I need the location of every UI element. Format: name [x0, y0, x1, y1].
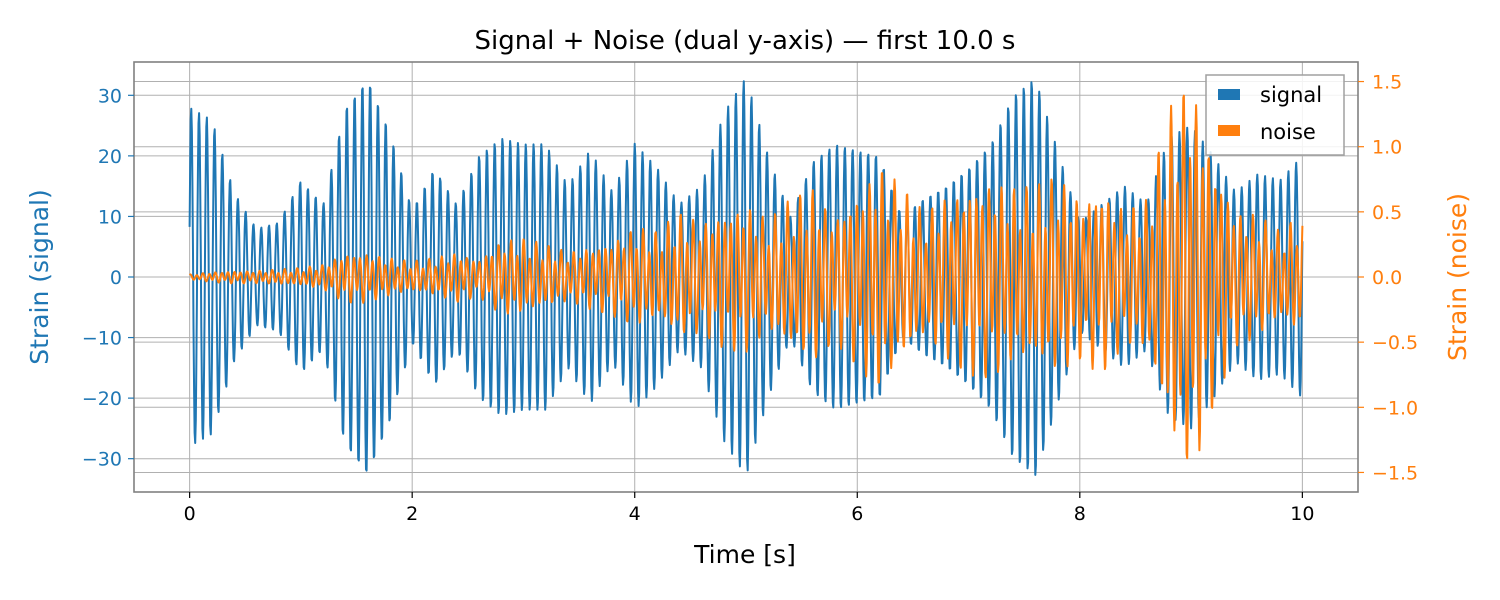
legend-label-noise: noise [1260, 120, 1316, 144]
y-left-tick-label: 10 [98, 206, 122, 228]
y-left-tick-label: 20 [98, 146, 122, 168]
x-axis-title: Time [s] [693, 540, 796, 569]
chart-title: Signal + Noise (dual y-axis) — first 10.… [475, 26, 1016, 56]
x-tick-label: 0 [184, 503, 196, 525]
y-right-tick-label: 0.5 [1372, 202, 1402, 224]
y-left-tick-label: −10 [82, 328, 122, 350]
y-axis-right-title: Strain (noise) [1443, 193, 1472, 361]
y-axis-left-title: Strain (signal) [25, 189, 54, 364]
y-left-tick-label: 30 [98, 85, 122, 107]
series-layer [188, 80, 1304, 476]
legend-swatch-signal [1218, 89, 1240, 100]
y-left-tick-label: −20 [82, 388, 122, 410]
series-noise-line [188, 94, 1304, 460]
legend-swatch-noise [1218, 125, 1240, 136]
x-tick-label: 6 [851, 503, 863, 525]
y-right-tick-label: 1.5 [1372, 72, 1402, 94]
legend: signal noise [1205, 74, 1345, 156]
legend-label-signal: signal [1260, 83, 1322, 107]
y-right-tick-label: −0.5 [1372, 332, 1418, 354]
y-left-tick-label: −30 [82, 449, 122, 471]
x-tick-label: 8 [1074, 503, 1086, 525]
y-axis-right: −1.5 −1.0 −0.5 0.0 0.5 1.0 1.5 [1358, 72, 1418, 484]
legend-box [1205, 74, 1345, 156]
x-tick-label: 2 [406, 503, 418, 525]
y-axis-left: −30 −20 −10 0 10 20 30 [82, 85, 134, 471]
y-right-tick-label: −1.5 [1372, 462, 1418, 484]
y-right-tick-label: 1.0 [1372, 137, 1402, 159]
y-right-tick-label: −1.0 [1372, 397, 1418, 419]
x-tick-label: 10 [1290, 503, 1314, 525]
x-tick-label: 4 [629, 503, 641, 525]
y-right-tick-label: 0.0 [1372, 267, 1402, 289]
x-axis: 0 2 4 6 8 10 [184, 492, 1314, 525]
y-left-tick-label: 0 [110, 267, 122, 289]
